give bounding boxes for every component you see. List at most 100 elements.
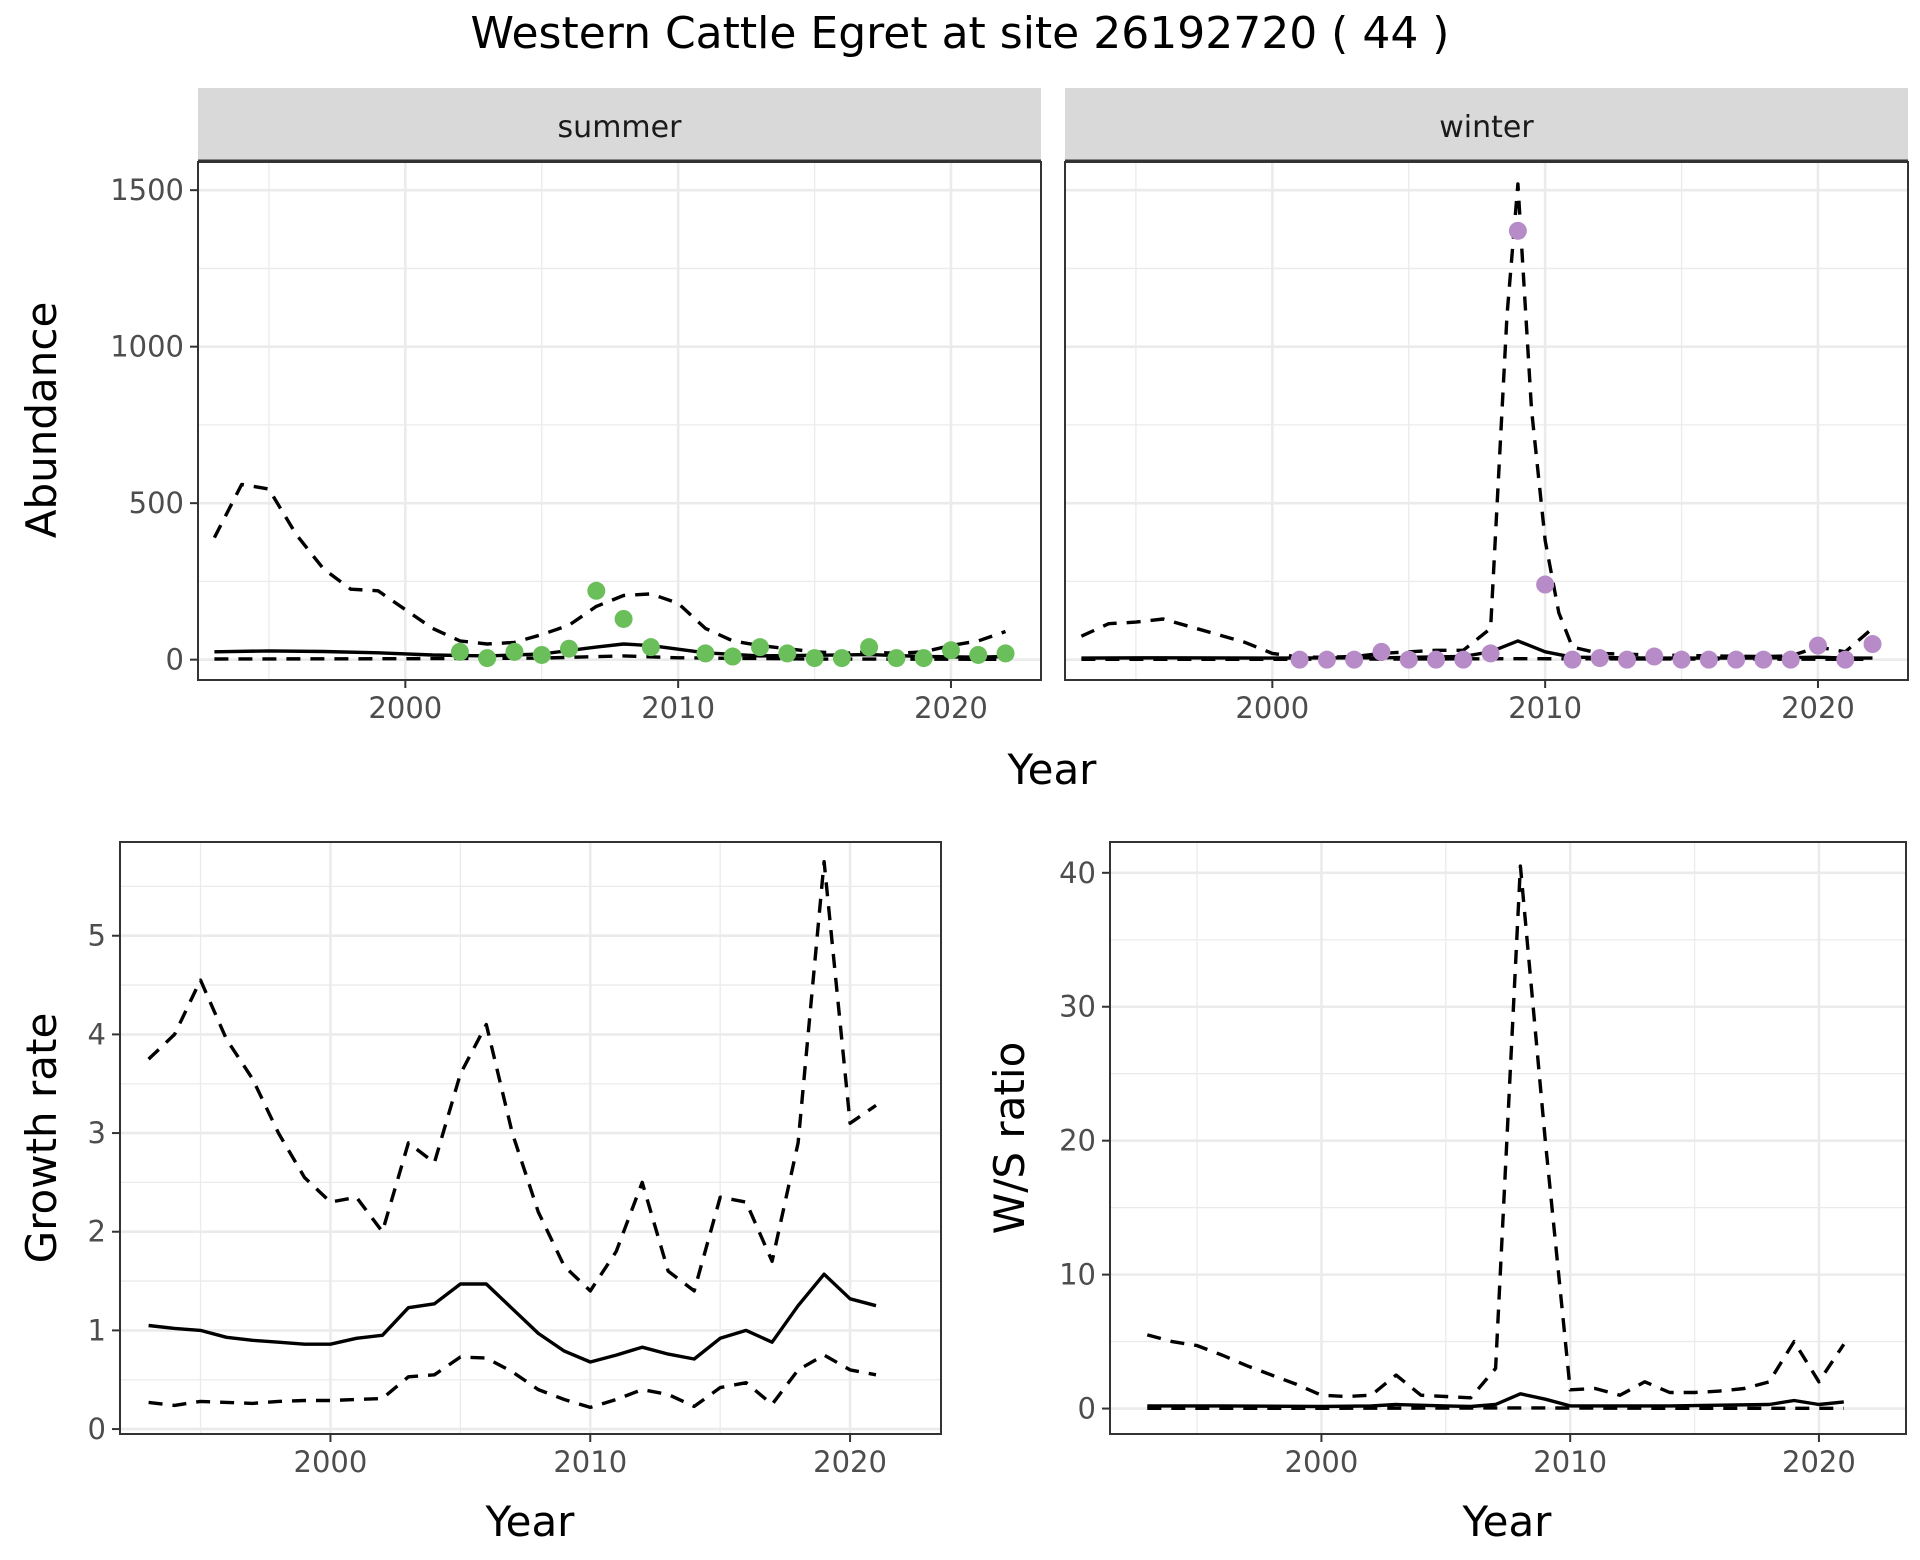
summer-bound-line-1: [212, 482, 1007, 656]
winter-panel: winter 2000 2010 2020: [1064, 88, 1909, 725]
winter-strip-label: winter: [1439, 110, 1534, 145]
summer-data-point: [751, 638, 769, 657]
summer-strip: [198, 88, 1041, 160]
growth-x-tick-label: 2020: [813, 1445, 887, 1479]
winter-x-tick-label: 2000: [1235, 691, 1309, 725]
summer-data-point: [914, 649, 933, 668]
winter-data-point: [1699, 650, 1718, 669]
summer-data-point: [560, 639, 579, 658]
growth-y-tick-label: 1: [88, 1313, 106, 1347]
top-x-axis-title: Year: [1007, 745, 1098, 794]
winter-bound-line-2: [1081, 657, 1873, 661]
summer-gridlines: [198, 162, 1041, 680]
winter-data-point: [1427, 650, 1446, 669]
winter-strip: [1065, 88, 1908, 160]
summer-data-point: [996, 644, 1015, 663]
growth-y-tick-label: 2: [88, 1215, 106, 1249]
summer-data-point: [505, 642, 524, 661]
summer-data-point: [478, 649, 497, 668]
winter-data-point: [1836, 650, 1855, 669]
summer-strip-label: summer: [558, 110, 683, 145]
summer-y-tick-label: 1000: [110, 330, 184, 364]
growth-y-tick-label: 3: [88, 1116, 106, 1150]
summer-panel: summer 2000 2010 2020 0 500 1000 1500: [110, 88, 1042, 725]
growth-x-axis-title: Year: [485, 1497, 576, 1546]
growth-rate-axis-title: Growth rate: [17, 1013, 66, 1264]
winter-data-point: [1454, 650, 1473, 669]
winter-bound-line-1: [1080, 182, 1874, 659]
summer-data-point: [860, 638, 879, 657]
winter-data-point: [1808, 636, 1827, 655]
winter-data-point: [1317, 650, 1336, 669]
winter-data-point: [1618, 650, 1636, 669]
winter-estimate-line: [1081, 639, 1873, 660]
ratio-x-tick-label: 2020: [1782, 1445, 1856, 1479]
ws-ratio-plot: 2000 2010 2020 0 10 20 30 40: [1059, 841, 1907, 1479]
ratio-gridlines: [1110, 842, 1906, 1434]
summer-data-point: [641, 638, 660, 657]
summer-y-tick-label: 0: [166, 643, 184, 677]
winter-data-point: [1672, 650, 1691, 669]
ratio-y-tick-label: 20: [1059, 1124, 1096, 1158]
ratio-y-tick-label: 30: [1059, 990, 1096, 1024]
winter-data-point: [1863, 635, 1882, 654]
summer-x-tick-label: 2000: [368, 691, 442, 725]
ratio-y-tick-label: 10: [1059, 1258, 1096, 1292]
ratio-x-axis-title: Year: [1462, 1497, 1553, 1546]
summer-plot: 2000 2010 2020 0 500 1000 1500: [110, 161, 1042, 725]
winter-data-point: [1508, 221, 1527, 240]
ratio-estimate-line: [1147, 1392, 1844, 1409]
abundance-axis-title: Abundance: [17, 302, 66, 539]
summer-data-point: [723, 647, 742, 666]
summer-data-point: [696, 644, 715, 663]
winter-data-point: [1536, 575, 1555, 594]
summer-data-point: [587, 581, 606, 600]
ws-ratio-axis-title: W/S ratio: [985, 1042, 1034, 1235]
growth-y-tick-label: 5: [88, 919, 106, 953]
summer-data-point: [805, 649, 824, 668]
summer-panel-border: [197, 161, 1042, 681]
ratio-x-tick-label: 2010: [1533, 1445, 1607, 1479]
growth-panel-border: [119, 841, 942, 1435]
summer-x-tick-label: 2020: [914, 691, 988, 725]
winter-data-point: [1290, 650, 1309, 669]
growth-bound-line-1: [147, 860, 877, 1293]
winter-data-point: [1645, 647, 1664, 666]
winter-data-point: [1345, 650, 1364, 669]
growth-bound-line-2: [148, 1353, 877, 1410]
winter-data-point: [1372, 642, 1391, 661]
summer-data-point: [532, 645, 551, 664]
growth-estimate-line: [148, 1272, 877, 1364]
winter-x-tick-label: 2010: [1508, 691, 1582, 725]
summer-x-tick-label: 2010: [641, 691, 715, 725]
ratio-y-tick-label: 40: [1059, 856, 1096, 890]
summer-data-point: [778, 644, 797, 663]
ratio-panel-border: [1109, 841, 1907, 1435]
winter-data-point: [1563, 650, 1582, 669]
growth-rate-plot: 2000 2010 2020 0 1 2 3 4 5: [88, 841, 942, 1479]
summer-estimate-line: [214, 642, 1006, 659]
ratio-x-tick-label: 2000: [1285, 1445, 1359, 1479]
summer-data-point: [832, 649, 851, 668]
summer-y-tick-label: 1500: [110, 173, 184, 207]
winter-data-point: [1399, 650, 1418, 669]
winter-data-point: [1590, 649, 1609, 668]
winter-data-point: [1754, 650, 1773, 669]
summer-y-tick-label: 500: [129, 486, 184, 520]
growth-y-tick-label: 0: [88, 1412, 106, 1446]
winter-plot: 2000 2010 2020: [1064, 161, 1909, 725]
growth-x-tick-label: 2010: [553, 1445, 627, 1479]
growth-gridlines: [120, 842, 941, 1434]
summer-data-point: [450, 642, 469, 661]
summer-data-point: [887, 649, 906, 668]
ratio-y-tick-label: 0: [1078, 1392, 1096, 1426]
winter-data-point: [1481, 644, 1500, 663]
winter-data-point: [1781, 650, 1800, 669]
summer-data-point: [614, 609, 633, 628]
ratio-bound-line-1: [1146, 864, 1846, 1400]
winter-panel-border: [1064, 161, 1909, 681]
figure-title: Western Cattle Egret at site 26192720 ( …: [471, 8, 1450, 59]
summer-data-point: [969, 645, 988, 664]
winter-x-tick-label: 2020: [1781, 691, 1855, 725]
